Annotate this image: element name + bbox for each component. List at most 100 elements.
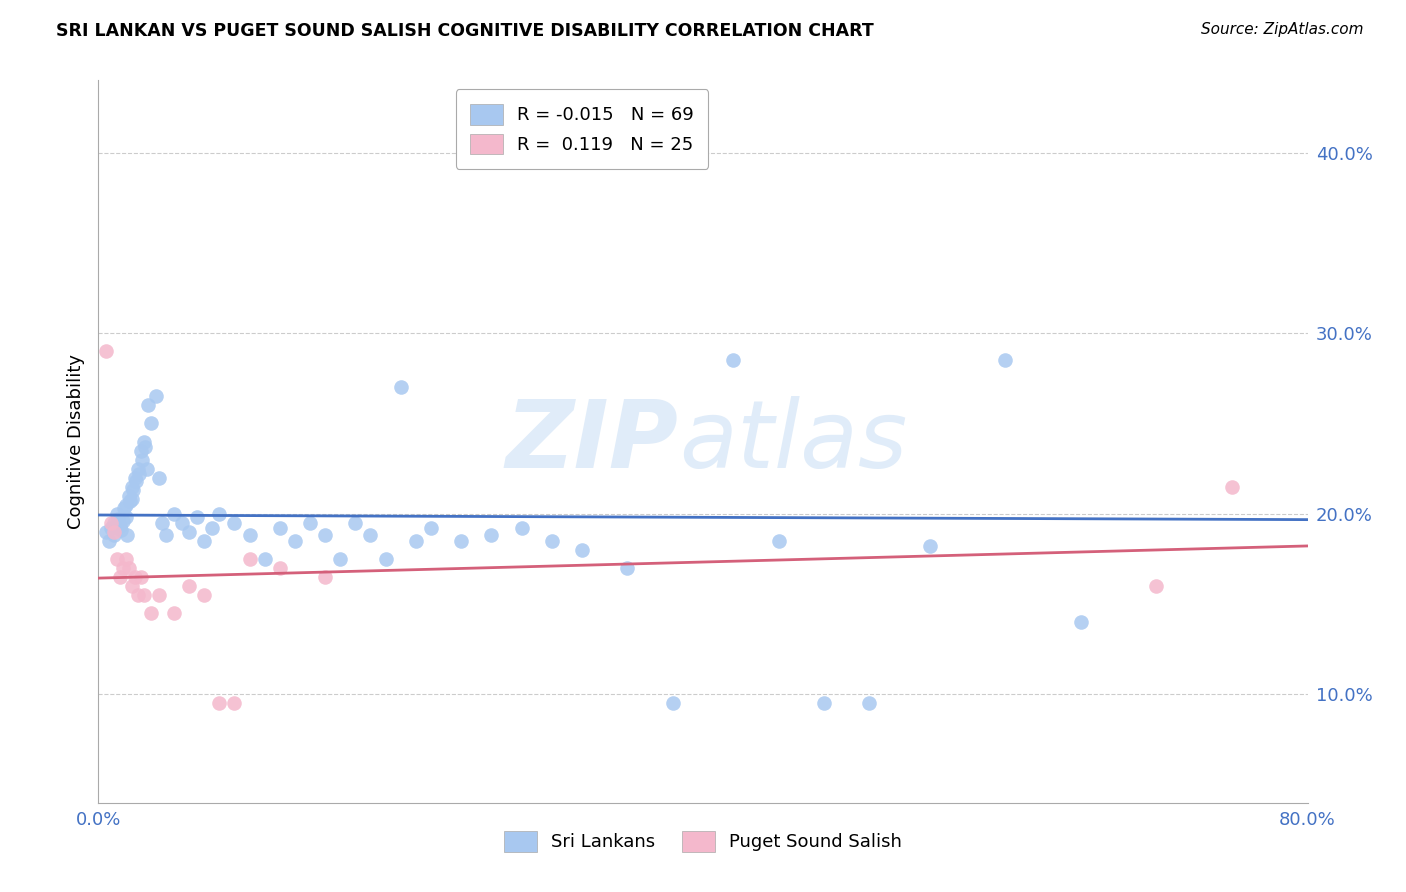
Point (145, 389, 167, 403)
Point (128, 467, 150, 481)
Point (110, 523, 132, 537)
Point (120, 494, 142, 508)
Point (540, 533, 562, 548)
Point (918, 539, 941, 553)
Point (224, 516, 246, 530)
Point (94, 344, 117, 359)
Point (170, 516, 193, 530)
Point (208, 697, 231, 711)
Point (858, 697, 880, 711)
Point (269, 561, 291, 575)
Point (118, 561, 141, 575)
Point (193, 533, 215, 548)
Point (389, 380, 412, 394)
Point (179, 524, 201, 539)
Point (103, 516, 125, 530)
Point (179, 579, 201, 593)
Point (186, 510, 208, 524)
Point (768, 533, 790, 548)
Point (124, 471, 146, 485)
Point (420, 521, 443, 535)
Point (141, 417, 163, 431)
Point (121, 579, 143, 593)
Point (253, 552, 276, 566)
Point (105, 507, 128, 521)
Point (108, 570, 131, 584)
Point (201, 521, 224, 535)
Point (121, 492, 143, 507)
Point (481, 528, 503, 542)
Point (127, 461, 149, 475)
Point (129, 570, 152, 584)
Point (163, 606, 186, 620)
Point (94, 524, 117, 539)
Point (103, 524, 125, 539)
Point (616, 561, 638, 575)
Point (135, 461, 157, 475)
Point (661, 697, 683, 711)
Point (141, 606, 163, 620)
Point (131, 452, 153, 467)
Point (329, 552, 352, 566)
Point (510, 521, 533, 535)
Point (114, 552, 136, 566)
Point (299, 516, 322, 530)
Point (314, 570, 336, 584)
Point (103, 528, 125, 542)
Point (1144, 579, 1167, 593)
Point (150, 516, 173, 530)
Text: atlas: atlas (679, 396, 907, 487)
Point (450, 533, 472, 548)
Point (571, 542, 593, 557)
Point (208, 507, 231, 521)
Point (374, 552, 396, 566)
Point (1070, 615, 1092, 630)
Point (112, 501, 135, 516)
Legend: Sri Lankans, Puget Sound Salish: Sri Lankans, Puget Sound Salish (489, 816, 917, 866)
Point (108, 519, 131, 533)
Point (239, 552, 262, 566)
Point (344, 516, 367, 530)
Point (107, 512, 129, 526)
Point (100, 516, 122, 530)
Point (114, 498, 136, 512)
Point (125, 475, 148, 489)
Point (105, 552, 128, 566)
Point (118, 489, 141, 503)
Point (115, 528, 138, 542)
Point (111, 561, 134, 575)
Point (136, 398, 159, 412)
Point (132, 588, 155, 602)
Point (360, 528, 382, 542)
Point (127, 588, 149, 602)
Text: Source: ZipAtlas.com: Source: ZipAtlas.com (1201, 22, 1364, 37)
Point (100, 521, 122, 535)
Point (114, 510, 136, 524)
Point (994, 353, 1017, 368)
Point (122, 483, 145, 498)
Point (98, 533, 121, 548)
Point (1220, 480, 1243, 494)
Point (224, 697, 246, 711)
Point (129, 443, 152, 458)
Point (193, 588, 215, 602)
Y-axis label: Cognitive Disability: Cognitive Disability (66, 354, 84, 529)
Point (132, 434, 155, 449)
Point (813, 697, 835, 711)
Point (163, 507, 186, 521)
Point (405, 533, 427, 548)
Point (121, 480, 143, 494)
Text: SRI LANKAN VS PUGET SOUND SALISH COGNITIVE DISABILITY CORRELATION CHART: SRI LANKAN VS PUGET SOUND SALISH COGNITI… (56, 22, 875, 40)
Point (134, 440, 156, 454)
Point (314, 528, 336, 542)
Text: ZIP: ZIP (506, 395, 679, 488)
Point (148, 588, 170, 602)
Point (284, 533, 307, 548)
Point (723, 353, 745, 368)
Point (148, 471, 170, 485)
Point (269, 521, 291, 535)
Point (155, 528, 177, 542)
Point (124, 570, 146, 584)
Point (111, 514, 134, 528)
Point (239, 528, 262, 542)
